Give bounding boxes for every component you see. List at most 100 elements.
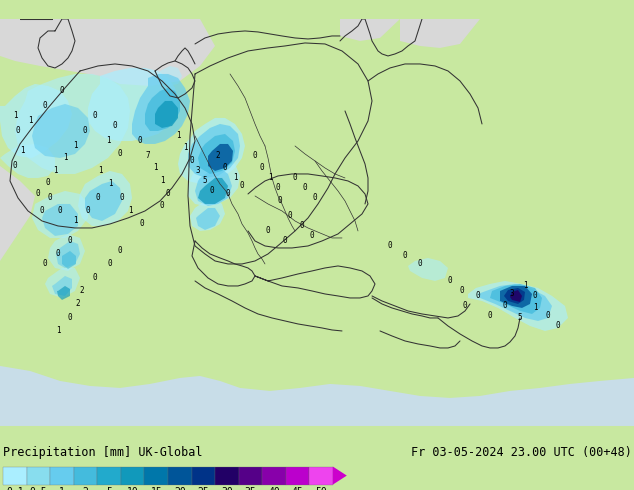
Polygon shape (196, 208, 220, 230)
Polygon shape (42, 204, 78, 236)
Text: 40: 40 (268, 487, 280, 490)
Bar (98, 466, 121, 485)
Text: 0: 0 (276, 183, 280, 193)
Bar (27, 466, 50, 485)
Polygon shape (468, 281, 568, 331)
Polygon shape (478, 284, 552, 321)
Text: 0: 0 (13, 162, 17, 171)
Text: 0: 0 (160, 201, 164, 211)
Text: 1: 1 (533, 303, 537, 313)
Text: 35: 35 (245, 487, 256, 490)
Polygon shape (500, 286, 532, 308)
Text: 0: 0 (40, 206, 44, 216)
Text: 0: 0 (223, 164, 228, 172)
Text: 0: 0 (96, 194, 100, 202)
Text: 0: 0 (278, 196, 282, 205)
Text: 0: 0 (555, 321, 560, 330)
Text: 0: 0 (253, 151, 257, 160)
Bar (309, 466, 333, 485)
Text: 0: 0 (488, 312, 493, 320)
Polygon shape (52, 276, 72, 296)
Text: 0: 0 (48, 194, 53, 202)
Polygon shape (178, 118, 245, 184)
Bar (121, 466, 145, 485)
Text: 1: 1 (59, 487, 65, 490)
Text: 0: 0 (302, 183, 307, 193)
Text: 0: 0 (82, 126, 87, 135)
Text: 1: 1 (268, 173, 273, 182)
Polygon shape (198, 134, 235, 174)
Text: 1: 1 (522, 281, 527, 291)
Text: 2: 2 (82, 487, 89, 490)
Polygon shape (400, 19, 480, 48)
Text: 1: 1 (153, 164, 157, 172)
Polygon shape (188, 158, 240, 206)
Text: 2: 2 (75, 299, 81, 309)
Text: 25: 25 (197, 487, 209, 490)
Text: 1: 1 (20, 147, 24, 155)
Polygon shape (188, 124, 240, 178)
Text: 0: 0 (460, 287, 464, 295)
Text: 0: 0 (476, 292, 481, 300)
Text: 0: 0 (42, 101, 48, 110)
Text: 0.1: 0.1 (6, 487, 23, 490)
Polygon shape (198, 178, 228, 204)
Polygon shape (57, 286, 70, 300)
Text: 0: 0 (463, 301, 467, 311)
Polygon shape (190, 198, 225, 231)
Polygon shape (145, 88, 180, 131)
Text: 0: 0 (260, 164, 264, 172)
Text: 5: 5 (203, 176, 207, 185)
Bar (262, 466, 286, 485)
Text: 0: 0 (118, 149, 122, 158)
Text: 1: 1 (53, 167, 57, 175)
Text: 0: 0 (288, 212, 292, 220)
Text: 0: 0 (138, 136, 142, 146)
Text: 5: 5 (518, 314, 522, 322)
Text: 2: 2 (216, 151, 220, 160)
Bar (238, 466, 262, 485)
Text: 0: 0 (113, 122, 117, 130)
Polygon shape (208, 144, 233, 171)
Polygon shape (132, 74, 190, 144)
Polygon shape (510, 290, 522, 302)
Text: 1: 1 (183, 144, 187, 152)
Text: 0: 0 (93, 273, 97, 282)
Text: 0: 0 (418, 260, 422, 269)
Polygon shape (32, 104, 90, 158)
Text: 3: 3 (510, 290, 514, 298)
Text: 0: 0 (283, 237, 287, 245)
Polygon shape (408, 258, 448, 281)
Text: 1: 1 (127, 206, 133, 216)
Polygon shape (45, 268, 80, 298)
Text: 1: 1 (106, 136, 110, 146)
Polygon shape (0, 144, 55, 178)
Text: 1: 1 (108, 179, 112, 189)
Polygon shape (85, 181, 122, 221)
Polygon shape (78, 171, 132, 226)
Text: 15: 15 (150, 487, 162, 490)
Text: 0: 0 (300, 221, 304, 230)
Polygon shape (62, 251, 76, 269)
Text: 0: 0 (108, 260, 112, 269)
Text: 1: 1 (56, 326, 60, 336)
Text: 2: 2 (80, 287, 84, 295)
Text: 1: 1 (13, 111, 17, 121)
Text: 50: 50 (315, 487, 327, 490)
Text: 0: 0 (448, 276, 452, 286)
Bar (286, 466, 309, 485)
Text: 0: 0 (293, 173, 297, 182)
Text: 0: 0 (226, 190, 230, 198)
Bar (215, 466, 238, 485)
Polygon shape (88, 68, 178, 141)
Text: 0: 0 (86, 206, 90, 216)
Text: 0: 0 (16, 126, 20, 135)
Polygon shape (56, 241, 80, 268)
Text: 0: 0 (165, 190, 171, 198)
Text: 0: 0 (46, 178, 50, 188)
Polygon shape (504, 288, 525, 304)
Text: 0: 0 (139, 220, 145, 228)
Text: 7: 7 (146, 151, 150, 160)
Text: 0: 0 (120, 194, 124, 202)
Text: 0: 0 (313, 194, 317, 202)
